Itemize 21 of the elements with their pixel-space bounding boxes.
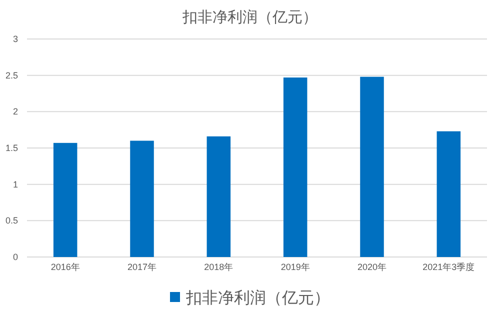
bar — [53, 142, 78, 257]
x-tick-label: 2016年 — [50, 262, 80, 272]
x-tick-label: 2020年 — [357, 262, 387, 272]
bar — [360, 76, 384, 257]
bar — [206, 136, 231, 257]
y-tick-label: 0.5 — [5, 216, 18, 226]
bar — [130, 140, 154, 257]
y-tick-label: 3 — [12, 34, 18, 44]
x-tick-label: 2018年 — [204, 262, 234, 272]
x-tick-label: 2021年3季度 — [422, 262, 475, 272]
legend-label: 扣非净利润（亿元） — [185, 289, 330, 307]
y-tick-label: 1.5 — [5, 143, 18, 153]
bar — [283, 78, 308, 257]
y-tick-label: 2 — [12, 106, 18, 117]
x-tick-label: 2017年 — [127, 262, 157, 272]
bar — [436, 131, 461, 257]
y-tick-label: 0 — [12, 252, 18, 262]
x-tick-label: 2019年 — [280, 262, 310, 272]
chart-title: 扣非净利润（亿元） — [182, 9, 318, 26]
y-tick-label: 2.5 — [5, 70, 18, 80]
y-tick-label: 1 — [12, 179, 18, 190]
